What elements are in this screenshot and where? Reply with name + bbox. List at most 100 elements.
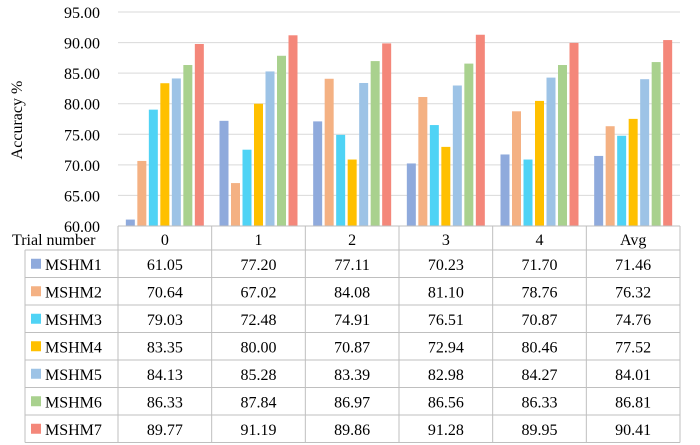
bar-mshm2-0 (137, 160, 147, 226)
bar-mshm2-3 (418, 96, 428, 226)
bar-mshm4-0 (160, 83, 170, 226)
legend-swatch (31, 368, 41, 379)
gridlines (118, 11, 680, 227)
bar-mshm3-3 (429, 125, 439, 226)
x-tick-label: Avg (620, 232, 646, 249)
bar-mshm2-1 (231, 183, 240, 226)
bar-mshm1-1 (219, 120, 229, 226)
bar-mshm2-4 (512, 111, 521, 226)
data-label: 83.35 (147, 339, 183, 356)
data-label: 72.48 (241, 312, 277, 329)
data-label: 70.64 (147, 284, 183, 301)
data-label: 71.70 (522, 257, 558, 274)
bar-mshm2-2 (324, 78, 334, 226)
data-label: 86.56 (428, 394, 464, 411)
x-axis-label: Trial number (12, 232, 96, 249)
data-label: 71.46 (615, 257, 651, 274)
bar-mshm6-avg (651, 62, 661, 226)
legend-label: MSHM4 (45, 339, 102, 356)
legend-label: MSHM5 (45, 367, 102, 384)
legend-label: MSHM6 (45, 394, 102, 411)
y-tick-label: 90.00 (64, 36, 100, 53)
bar-mshm5-4 (546, 77, 556, 226)
data-label: 70.87 (334, 339, 370, 356)
bar-mshm7-3 (475, 34, 485, 226)
legend-label: MSHM3 (45, 312, 102, 329)
bar-mshm4-2 (347, 159, 357, 226)
data-label: 77.11 (334, 257, 369, 274)
data-label: 76.51 (428, 312, 464, 329)
data-label: 86.33 (147, 394, 183, 411)
bar-mshm6-1 (277, 55, 286, 226)
data-label: 61.05 (147, 257, 183, 274)
data-label: 74.91 (334, 312, 370, 329)
bar-mshm2-avg (605, 126, 615, 226)
data-label: 77.20 (241, 257, 277, 274)
bar-mshm7-1 (288, 35, 298, 227)
data-label: 90.41 (615, 422, 651, 439)
data-label: 83.39 (334, 367, 370, 384)
data-label: 76.32 (615, 284, 651, 301)
x-tick-label: 2 (348, 232, 356, 249)
x-tick-label: 1 (255, 232, 263, 249)
data-table: MSHM1 61.05 77.20 77.11 70.23 71.70 71.46 MSHM2… (24, 225, 681, 443)
bar-mshm7-avg (663, 40, 673, 226)
bar-mshm3-4 (523, 159, 533, 226)
bar-mshm5-3 (452, 85, 462, 226)
legend-label: MSHM2 (45, 284, 102, 301)
data-label: 84.08 (334, 284, 370, 301)
x-tick-label: 0 (161, 232, 169, 249)
data-label: 86.81 (615, 394, 651, 411)
bar-mshm3-avg (617, 135, 627, 226)
data-label: 89.95 (522, 422, 558, 439)
data-label: 91.28 (428, 422, 464, 439)
data-label: 74.76 (615, 312, 651, 329)
bars (125, 34, 673, 227)
y-tick-label: 75.00 (64, 127, 100, 144)
bar-mshm5-2 (359, 82, 369, 227)
y-tick-label: 65.00 (64, 188, 100, 205)
y-axis-label: Accuracy % (9, 81, 26, 160)
bar-mshm3-2 (336, 134, 346, 226)
bar-mshm5-0 (171, 78, 181, 227)
y-tick-label: 60.00 (64, 219, 100, 236)
data-label: 84.27 (522, 367, 558, 384)
x-tick-label: 3 (442, 232, 450, 249)
bar-mshm4-4 (535, 100, 544, 226)
bar-mshm7-2 (382, 43, 392, 226)
data-label: 86.97 (334, 394, 370, 411)
data-label: 81.10 (428, 284, 464, 301)
bar-mshm7-0 (194, 43, 204, 226)
data-label: 67.02 (241, 284, 277, 301)
axes: 60.00 65.00 70.00 75.00 80.00 85.00 90.00 95.00… (64, 5, 646, 249)
y-tick-label: 85.00 (64, 66, 100, 83)
bar-mshm4-3 (441, 146, 451, 226)
data-label: 86.33 (522, 394, 558, 411)
bar-mshm6-2 (370, 61, 380, 226)
y-tick-label: 70.00 (64, 158, 100, 175)
bar-mshm6-0 (183, 65, 193, 226)
bar-mshm1-0 (125, 219, 135, 226)
data-label: 77.52 (615, 339, 651, 356)
bar-mshm6-3 (464, 63, 474, 227)
legend-swatch (31, 341, 41, 352)
legend-label: MSHM1 (45, 257, 102, 274)
legend-swatch (31, 286, 41, 297)
data-label: 72.94 (428, 339, 464, 356)
bar-mshm1-avg (594, 155, 604, 226)
data-label: 82.98 (428, 367, 464, 384)
data-label: 70.23 (428, 257, 464, 274)
legend-label: MSHM7 (45, 422, 102, 439)
legend-swatch (31, 396, 41, 407)
data-label: 87.84 (241, 394, 277, 411)
data-label: 89.77 (147, 422, 183, 439)
legend-swatch (31, 258, 41, 269)
bar-mshm1-4 (500, 154, 510, 226)
bar-mshm1-2 (313, 121, 323, 226)
x-tick-label: 4 (536, 232, 544, 249)
bar-mshm3-0 (148, 109, 158, 226)
y-tick-label: 80.00 (64, 97, 100, 114)
bar-mshm5-avg (640, 79, 650, 226)
data-label: 80.00 (241, 339, 277, 356)
